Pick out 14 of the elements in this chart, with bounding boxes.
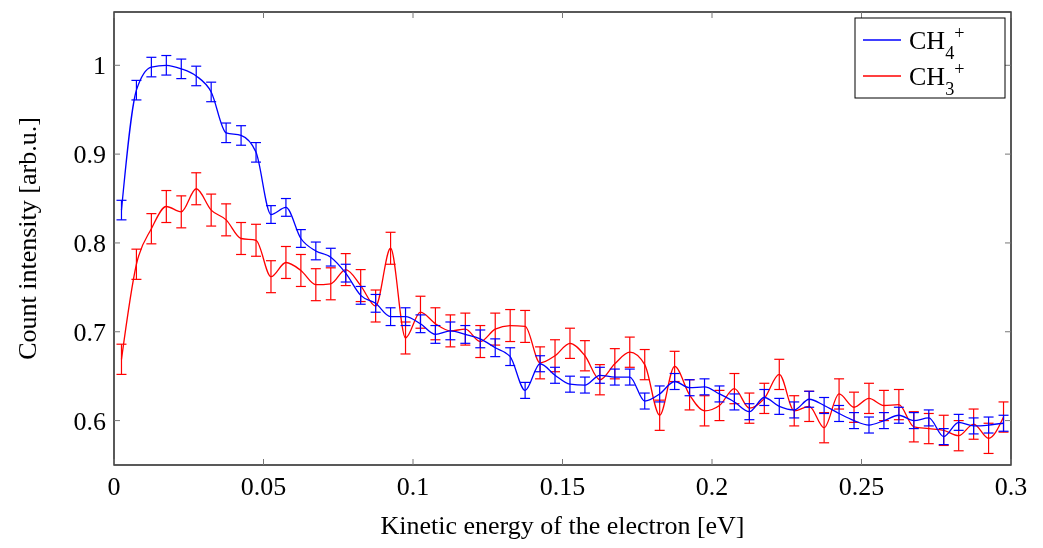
- x-tick-label: 0: [107, 472, 121, 501]
- x-tick-label: 0.15: [539, 472, 586, 501]
- x-tick-label: 0.25: [838, 472, 885, 501]
- y-tick-label: 0.8: [73, 229, 106, 259]
- x-tick-label: 0.3: [994, 472, 1028, 501]
- y-tick-label: 0.6: [73, 406, 106, 436]
- x-tick-label: 0.1: [396, 472, 430, 501]
- y-axis-title: Count intensity [arb.u.]: [13, 117, 42, 360]
- x-tick-label: 0.2: [695, 472, 729, 501]
- y-tick-label: 1: [93, 51, 106, 81]
- x-axis-title: Kinetic energy of the electron [eV]: [380, 511, 745, 540]
- y-tick-label: 0.9: [73, 140, 106, 170]
- y-tick-label: 0.7: [73, 317, 106, 347]
- x-tick-label: 0.05: [240, 472, 287, 501]
